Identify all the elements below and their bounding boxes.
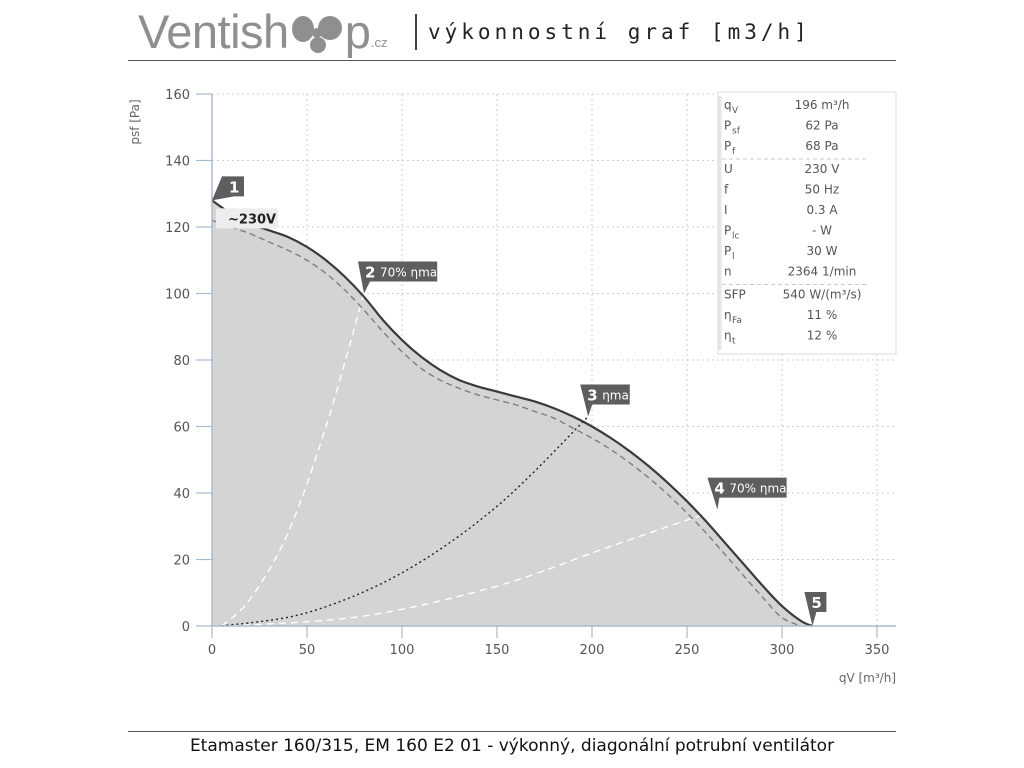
point-number: 1 bbox=[229, 178, 239, 196]
info-symbol: f bbox=[724, 183, 729, 197]
efficiency-curve-max bbox=[221, 416, 589, 627]
x-tick-label: 150 bbox=[485, 643, 510, 658]
chart-lines bbox=[211, 199, 813, 628]
x-tick-label: 300 bbox=[770, 643, 795, 658]
y-tick-label: 100 bbox=[165, 288, 190, 303]
info-symbol-sub: sf bbox=[732, 127, 741, 137]
operating-point-2: 2 70% ηmax bbox=[358, 261, 444, 294]
efficiency-curves bbox=[221, 293, 718, 627]
point-tag-bg bbox=[580, 384, 630, 417]
x-tick-label: 200 bbox=[580, 643, 605, 658]
info-panel-box bbox=[717, 91, 897, 355]
info-symbol-sub: Fa bbox=[732, 316, 742, 326]
info-symbol-sub: f bbox=[732, 147, 736, 157]
info-value: 68 Pa bbox=[805, 139, 838, 153]
info-symbol: η bbox=[724, 308, 732, 322]
info-symbol-sub: V bbox=[732, 106, 739, 116]
header: Ventish p .cz výkonnostní graf [m3/h] bbox=[128, 0, 896, 62]
efficiency-curve-70-right bbox=[230, 508, 718, 627]
point-label: 70% ηmax bbox=[729, 482, 793, 496]
info-symbol: U bbox=[724, 162, 733, 176]
info-value: 62 Pa bbox=[805, 119, 838, 133]
footer-divider bbox=[128, 731, 896, 732]
info-value: 196 m³/h bbox=[795, 98, 850, 112]
series-line-dashed bbox=[211, 219, 802, 627]
info-symbol: n bbox=[724, 265, 732, 279]
y-tick-label: 80 bbox=[173, 354, 190, 369]
logo-text-end: p bbox=[344, 5, 371, 58]
voltage-label-bg bbox=[216, 208, 278, 229]
y-tick-label: 60 bbox=[173, 421, 190, 436]
info-symbol: I bbox=[724, 203, 728, 217]
info-symbol-sub: l bbox=[732, 252, 735, 262]
point-label: 70% ηmax bbox=[380, 266, 444, 280]
point-label: ηmax bbox=[602, 389, 636, 403]
point-number: 5 bbox=[811, 594, 821, 612]
info-symbol: q bbox=[724, 98, 732, 112]
info-value: 540 W/(m³/s) bbox=[783, 288, 862, 302]
logo-tld: .cz bbox=[370, 35, 388, 50]
chart-axes: 0 20 40 60 80 100 120 140 160 0 50 100 150 200 250 300 3… bbox=[165, 88, 896, 658]
operating-point-1: 1 bbox=[212, 176, 244, 201]
operating-point-3: 3 ηmax bbox=[580, 384, 636, 417]
info-value: 30 W bbox=[807, 244, 838, 258]
operating-point-4: 4 70% ηmax bbox=[707, 477, 794, 510]
efficiency-curve-70-left bbox=[221, 293, 365, 627]
info-symbol-sub: lc bbox=[732, 232, 740, 242]
x-tick-label: 250 bbox=[675, 643, 700, 658]
info-value: 11 % bbox=[807, 308, 838, 322]
logo-text-start: Ventish bbox=[138, 5, 289, 58]
operating-points: 1 2 70% ηmax 3 ηmax 4 70% ηmax 5 ~230V bbox=[212, 176, 827, 626]
info-symbol: P bbox=[724, 139, 731, 153]
x-tick-label: 0 bbox=[208, 643, 216, 658]
x-tick-label: 350 bbox=[865, 643, 890, 658]
y-tick-label: 20 bbox=[173, 554, 190, 569]
info-value: 12 % bbox=[807, 329, 838, 343]
info-value: - W bbox=[812, 224, 832, 238]
info-symbol: P bbox=[724, 119, 731, 133]
info-value: 50 Hz bbox=[805, 183, 839, 197]
point-number: 2 bbox=[365, 264, 375, 282]
series-line-230v bbox=[211, 199, 813, 628]
chart-area-layer bbox=[212, 200, 813, 626]
y-tick-label: 140 bbox=[165, 155, 190, 170]
ventishop-logo[interactable]: Ventish p .cz bbox=[138, 6, 387, 58]
y-tick-label: 40 bbox=[173, 487, 190, 502]
info-value: 2364 1/min bbox=[788, 265, 857, 279]
info-panel: q V 196 m³/h P sf 62 Pa P f 68 Pa U 230 V f 50 Hz I 0.… bbox=[717, 91, 897, 355]
operating-point-5: 5 bbox=[804, 592, 827, 626]
info-symbol: P bbox=[724, 244, 731, 258]
y-tick-label: 0 bbox=[182, 620, 190, 635]
info-value: 0.3 A bbox=[806, 203, 838, 217]
info-symbol: η bbox=[724, 329, 732, 343]
y-axis-title: psf [Pa] bbox=[128, 99, 142, 144]
point-number: 3 bbox=[587, 387, 597, 405]
info-symbol-sub: t bbox=[732, 337, 736, 347]
point-number: 4 bbox=[714, 480, 724, 498]
header-divider bbox=[128, 60, 896, 61]
header-separator bbox=[415, 14, 417, 50]
product-title: Etamaster 160/315, EM 160 E2 01 - výkonn… bbox=[189, 736, 835, 756]
x-tick-label: 50 bbox=[299, 643, 316, 658]
point-tag-bg bbox=[804, 592, 827, 626]
x-axis-title: qV [m³/h] bbox=[839, 671, 896, 685]
point-tag-bg bbox=[358, 261, 438, 294]
performance-chart: 0 20 40 60 80 100 120 140 160 0 50 100 150 200 250 300 3… bbox=[128, 88, 897, 685]
header-subtitle: výkonnostní graf [m3/h] bbox=[428, 20, 811, 44]
operating-area bbox=[212, 200, 813, 626]
y-tick-label: 120 bbox=[165, 221, 190, 236]
y-tick-label: 160 bbox=[165, 88, 190, 103]
info-value: 230 V bbox=[805, 162, 841, 176]
x-tick-label: 100 bbox=[390, 643, 415, 658]
info-symbol: SFP bbox=[724, 288, 746, 302]
point-tag-bg bbox=[212, 176, 244, 201]
point-tag-bg bbox=[707, 477, 787, 510]
info-symbol: P bbox=[724, 224, 731, 238]
fan-icon bbox=[291, 16, 342, 53]
voltage-label: ~230V bbox=[228, 212, 276, 227]
